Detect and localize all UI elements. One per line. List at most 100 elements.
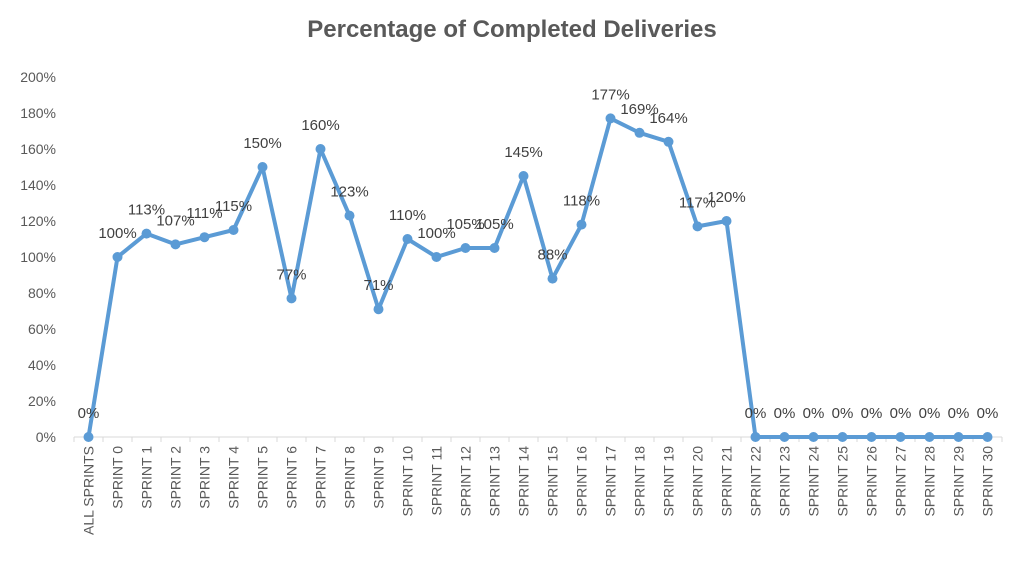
data-label: 77% [276, 266, 306, 283]
data-point [547, 273, 558, 284]
data-label: 100% [417, 225, 455, 242]
x-tick-label: SPRINT 12 [458, 446, 474, 517]
y-tick-label: 0% [36, 429, 56, 445]
data-point [721, 216, 732, 226]
data-label: 107% [156, 212, 194, 229]
data-point [170, 239, 181, 250]
x-tick-label: SPRINT 5 [255, 446, 271, 509]
data-point [315, 144, 326, 154]
data-point [924, 432, 935, 442]
data-label: 115% [215, 198, 252, 215]
data-label: 160% [301, 117, 339, 134]
y-tick-label: 180% [20, 105, 56, 121]
data-point [692, 221, 703, 232]
data-label: 118% [563, 193, 600, 210]
y-tick-label: 60% [28, 321, 56, 337]
data-label: 150% [243, 135, 281, 152]
data-label: 113% [128, 202, 165, 219]
data-point [431, 252, 442, 262]
data-label: 111% [186, 205, 222, 222]
x-tick-label: SPRINT 6 [284, 446, 300, 509]
x-tick-label: SPRINT 7 [313, 446, 329, 509]
x-tick-label: SPRINT 13 [487, 446, 503, 517]
data-label: 120% [707, 189, 745, 206]
x-tick-label: SPRINT 1 [139, 446, 155, 509]
x-tick-label: SPRINT 17 [603, 446, 619, 517]
x-tick-label: SPRINT 24 [806, 446, 822, 517]
x-tick-label: SPRINT 9 [371, 446, 387, 509]
data-label: 0% [78, 405, 100, 422]
data-point [286, 293, 297, 304]
data-point [460, 243, 471, 253]
x-tick-label: SPRINT 21 [719, 446, 735, 517]
data-label: 0% [745, 405, 767, 422]
x-tick-label: SPRINT 10 [400, 446, 416, 517]
data-point [837, 432, 848, 442]
x-tick-label: SPRINT 22 [748, 446, 764, 517]
data-point [576, 219, 587, 230]
x-tick-label: ALL SPRINTS [81, 446, 97, 535]
x-tick-label: SPRINT 3 [197, 446, 213, 509]
x-tick-label: SPRINT 4 [226, 446, 242, 509]
data-label: 0% [919, 405, 941, 422]
data-label: 100% [98, 225, 136, 242]
data-point [344, 210, 355, 221]
data-point [605, 113, 616, 124]
x-tick-label: SPRINT 25 [835, 446, 851, 517]
data-point [895, 432, 906, 442]
data-label: 105% [446, 216, 484, 233]
data-label: 123% [330, 184, 368, 201]
x-tick-label: SPRINT 8 [342, 446, 358, 509]
data-label: 110% [389, 207, 426, 224]
data-label: 71% [363, 277, 393, 294]
x-tick-label: SPRINT 18 [632, 446, 648, 517]
chart-title: Percentage of Completed Deliveries [307, 16, 717, 43]
data-point [663, 136, 674, 147]
data-label: 117% [679, 194, 716, 211]
data-label: 0% [832, 405, 854, 422]
x-tick-label: SPRINT 20 [690, 446, 706, 517]
x-tick-label: SPRINT 14 [516, 446, 532, 517]
data-label: 0% [774, 405, 796, 422]
x-tick-label: SPRINT 2 [168, 446, 184, 509]
y-tick-label: 80% [28, 285, 56, 301]
data-label: 0% [861, 405, 883, 422]
x-tick-label: SPRINT 29 [951, 446, 967, 517]
x-tick-label: SPRINT 11 [429, 446, 445, 516]
data-point [199, 232, 210, 243]
data-point [112, 252, 123, 262]
x-tick-label: SPRINT 0 [110, 446, 126, 509]
y-tick-label: 140% [20, 177, 56, 193]
x-tick-label: SPRINT 27 [893, 446, 909, 517]
data-label: 177% [591, 86, 629, 103]
data-point [141, 228, 152, 239]
data-label: 0% [890, 405, 912, 422]
y-tick-label: 100% [20, 249, 56, 265]
data-label: 0% [803, 405, 825, 422]
x-tick-label: SPRINT 26 [864, 446, 880, 517]
data-point [518, 171, 529, 181]
data-point [634, 127, 645, 138]
x-tick-label: SPRINT 30 [980, 446, 996, 517]
y-tick-label: 200% [20, 69, 56, 85]
data-point [808, 432, 819, 442]
data-point [83, 432, 94, 442]
data-point [489, 243, 500, 253]
data-point [402, 234, 413, 244]
data-point [257, 162, 268, 172]
data-point [866, 432, 877, 442]
data-point [373, 304, 384, 315]
data-label: 169% [620, 101, 658, 118]
x-tick-label: SPRINT 16 [574, 446, 590, 517]
x-tick-label: SPRINT 15 [545, 446, 561, 517]
y-tick-label: 40% [28, 357, 56, 373]
x-tick-label: SPRINT 28 [922, 446, 938, 517]
data-label: 145% [504, 144, 542, 161]
y-tick-label: 160% [20, 141, 56, 157]
data-point [750, 432, 761, 442]
series-line [86, 116, 990, 439]
x-tick-label: SPRINT 19 [661, 446, 677, 517]
data-point [982, 432, 993, 442]
